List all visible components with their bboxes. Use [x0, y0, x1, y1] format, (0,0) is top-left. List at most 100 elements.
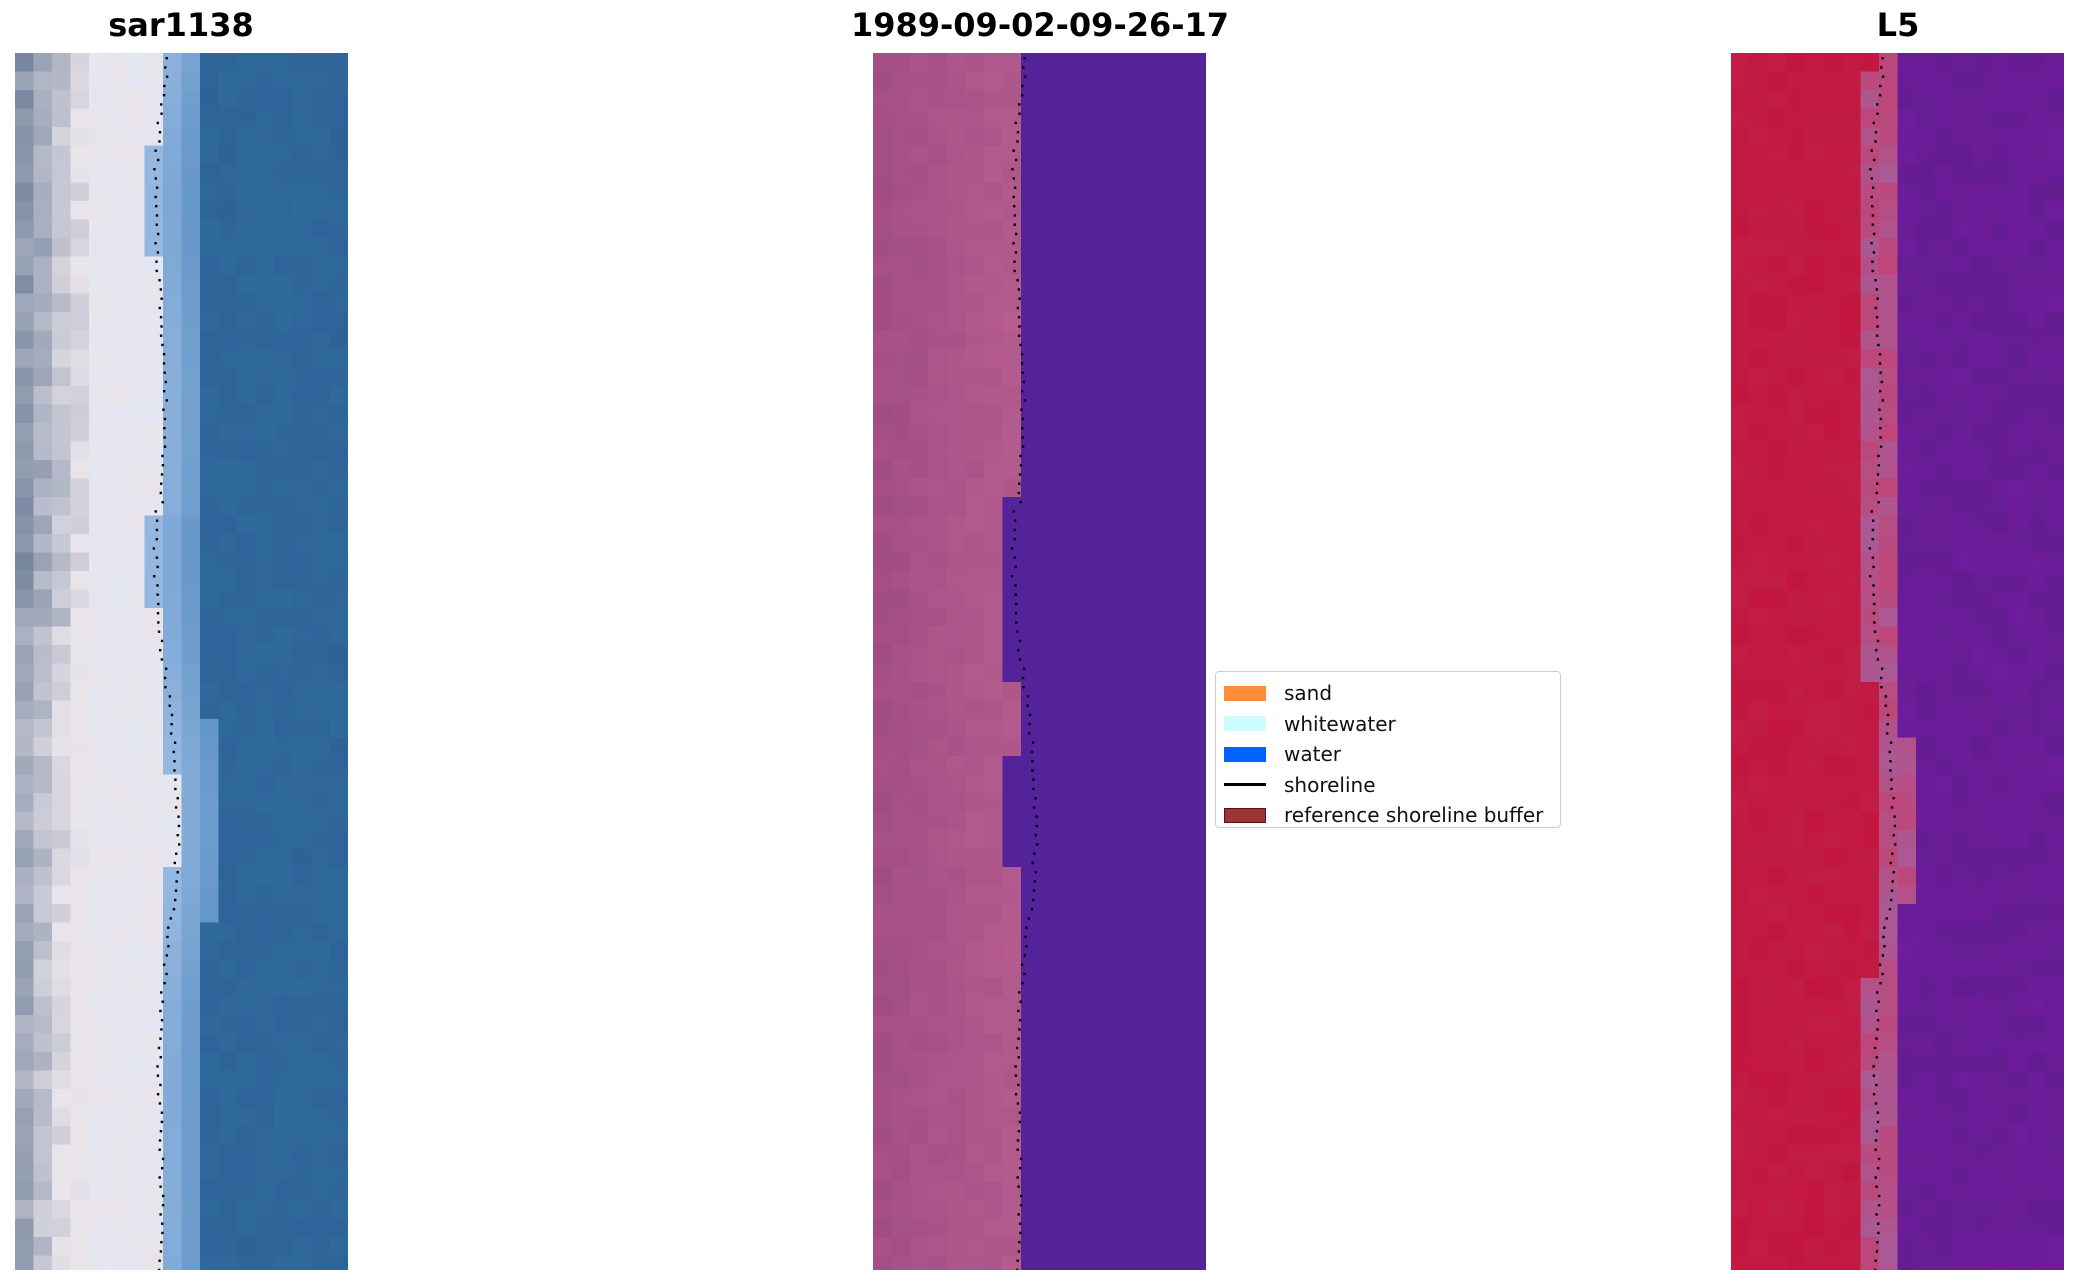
shoreline-point	[163, 436, 166, 439]
shoreline-point	[1874, 279, 1877, 282]
shoreline-point	[161, 454, 164, 458]
shoreline-point	[1015, 1268, 1019, 1270]
shoreline-point	[1884, 704, 1887, 707]
shoreline-point	[1886, 723, 1889, 726]
shoreline-point	[1877, 501, 1880, 504]
shoreline-point	[154, 149, 157, 152]
shoreline-point	[1869, 575, 1872, 578]
shoreline-point	[1030, 908, 1034, 911]
shoreline-point	[1880, 667, 1884, 670]
shoreline-point	[162, 408, 165, 411]
shoreline-point	[1031, 769, 1034, 772]
shoreline-point	[155, 214, 159, 217]
shoreline-point	[1878, 94, 1882, 97]
shoreline-point	[1018, 658, 1022, 661]
shoreline-point	[1018, 1111, 1022, 1114]
shoreline-point	[1872, 158, 1876, 162]
shoreline-point	[1879, 436, 1882, 439]
shoreline-point	[153, 168, 156, 171]
shoreline-point	[175, 852, 178, 855]
shoreline-point	[154, 242, 157, 245]
shoreline-point	[1023, 972, 1026, 976]
shoreline-point	[173, 741, 177, 744]
shoreline-point	[1879, 417, 1883, 421]
shoreline-point	[1016, 1148, 1019, 1151]
shoreline-point	[161, 1231, 164, 1235]
shoreline-point	[172, 750, 175, 754]
shoreline-point	[155, 223, 158, 226]
shoreline-point	[1871, 538, 1874, 541]
shoreline-point	[155, 260, 158, 263]
shoreline-point	[163, 371, 166, 374]
shoreline-point	[1889, 769, 1892, 772]
legend-swatch-sand	[1224, 685, 1266, 701]
legend-swatch-shoreline	[1224, 783, 1266, 787]
shoreline-point	[1023, 399, 1027, 402]
shoreline-point	[165, 57, 168, 60]
shoreline-point	[1013, 269, 1016, 273]
shoreline-point	[1027, 917, 1031, 920]
shoreline-point	[163, 445, 167, 448]
legend-label-reference-buffer: reference shoreline buffer	[1284, 803, 1544, 828]
shoreline-point	[1873, 621, 1876, 624]
shoreline-point	[161, 1204, 165, 1207]
shoreline-point	[1014, 584, 1017, 587]
shoreline-point	[1877, 464, 1881, 467]
shoreline-point	[1872, 1074, 1876, 1077]
shoreline-point	[1034, 834, 1037, 837]
shoreline-point	[161, 1194, 165, 1198]
rgb-image-panel	[15, 53, 348, 1270]
shoreline-point	[174, 889, 178, 892]
shoreline-point	[159, 1213, 162, 1216]
shoreline-point	[1875, 1056, 1878, 1059]
shoreline-point	[158, 306, 162, 310]
shoreline-point	[153, 575, 156, 578]
shoreline-point	[1880, 380, 1884, 384]
shoreline-point	[1019, 464, 1023, 467]
shoreline-point	[157, 602, 160, 606]
shoreline-point	[1018, 325, 1021, 328]
shoreline-point	[160, 1019, 164, 1022]
shoreline-point	[1890, 806, 1894, 809]
shoreline-point	[1884, 695, 1888, 698]
shoreline-point	[164, 380, 168, 384]
classified-image-panel	[873, 53, 1206, 1270]
shoreline-point	[1871, 519, 1875, 522]
shoreline-point	[156, 251, 160, 254]
shoreline-point	[173, 760, 176, 763]
shoreline-point	[1875, 1250, 1879, 1253]
shoreline-point	[160, 1241, 163, 1244]
shoreline-point	[163, 84, 166, 88]
shoreline-point	[1014, 612, 1018, 615]
shoreline-point	[1876, 1028, 1879, 1031]
shoreline-point	[1876, 473, 1880, 476]
shoreline-point	[1017, 334, 1021, 337]
shoreline-point	[174, 806, 178, 809]
shoreline-point	[1877, 1000, 1880, 1003]
shoreline-point	[155, 186, 159, 189]
shoreline-point	[1883, 926, 1886, 929]
shoreline-point	[1888, 750, 1891, 754]
shoreline-point	[1014, 232, 1018, 236]
shoreline-point	[161, 1222, 164, 1225]
shoreline-point	[161, 464, 165, 467]
shoreline-point	[162, 94, 166, 97]
shoreline-point	[1018, 297, 1021, 300]
shoreline-point	[1016, 1102, 1020, 1105]
shoreline-point	[1020, 408, 1023, 411]
shoreline-point	[1034, 797, 1037, 800]
shoreline-point	[1017, 1056, 1020, 1059]
shoreline-point	[1893, 824, 1897, 828]
shoreline-point	[163, 676, 167, 680]
shoreline-point	[1892, 871, 1895, 874]
shoreline-point	[1031, 760, 1034, 763]
shoreline-point	[159, 1037, 162, 1040]
classified-image	[873, 53, 1206, 1270]
shoreline-point	[1875, 482, 1879, 485]
shoreline-point	[1876, 297, 1879, 300]
shoreline-point	[163, 982, 166, 985]
shoreline-point	[1877, 454, 1880, 458]
shoreline-point	[161, 501, 164, 504]
panel-title-satellite: L5	[1876, 6, 1920, 44]
shoreline-point	[1012, 510, 1015, 513]
